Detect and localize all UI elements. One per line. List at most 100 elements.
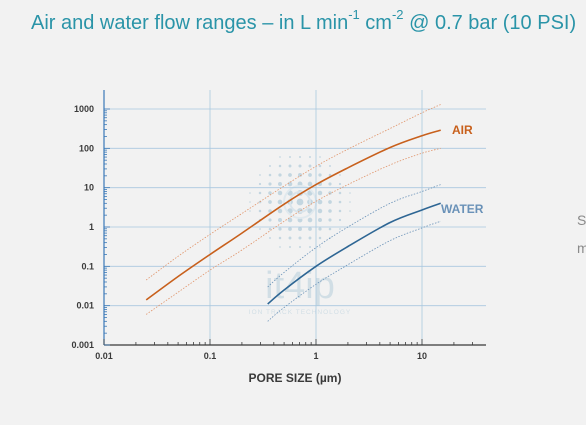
title-sup-1: -1	[348, 7, 360, 23]
y-tick-label: 1	[89, 222, 94, 232]
watermark-dot	[268, 182, 272, 186]
series-line-air-lower	[145, 147, 441, 315]
watermark-brand: it4ip	[265, 265, 335, 307]
watermark-dot	[269, 237, 271, 239]
y-tick-label: 100	[79, 143, 94, 153]
watermark-dot	[268, 200, 272, 204]
watermark-dot	[339, 174, 341, 176]
watermark-dot	[278, 173, 282, 177]
y-tick-label: 0.01	[76, 301, 94, 311]
watermark-dot	[249, 192, 251, 194]
watermark-dot	[309, 246, 311, 248]
chart-title: Air and water flow ranges – in L min-1 c…	[31, 8, 577, 35]
x-tick-label: 10	[417, 351, 427, 361]
watermark-dot	[308, 164, 312, 168]
y-tick-label: 1000	[74, 104, 94, 114]
watermark-dot	[349, 192, 351, 194]
watermark-dot	[268, 218, 272, 222]
watermark-dot	[298, 236, 302, 240]
watermark-dot	[289, 156, 291, 158]
watermark-dot	[287, 217, 293, 223]
watermark-dot	[258, 182, 262, 186]
watermark-dot	[288, 164, 292, 168]
watermark-dot	[268, 191, 272, 195]
watermark-dot	[259, 228, 261, 230]
watermark-dot	[268, 227, 272, 231]
watermark-dot	[278, 182, 282, 186]
series-label-air: AIR	[452, 123, 473, 137]
watermark-dot	[259, 174, 261, 176]
watermark-dot	[328, 173, 332, 177]
watermark-dot	[318, 164, 322, 168]
y-tick-label: 0.001	[71, 340, 94, 350]
series-line-air-upper	[145, 104, 441, 281]
watermark-dot	[288, 173, 292, 177]
watermark-dot	[317, 190, 323, 196]
watermark-dot	[288, 227, 292, 231]
watermark-dot	[308, 173, 312, 177]
watermark-dot	[318, 218, 322, 222]
watermark-dot	[308, 227, 312, 231]
watermark-dot	[349, 201, 351, 203]
watermark-dot	[278, 164, 282, 168]
watermark-dot	[258, 191, 262, 195]
watermark-dot	[329, 165, 331, 167]
watermark-dot	[328, 182, 332, 186]
watermark-dot	[318, 173, 322, 177]
watermark-dot	[298, 164, 302, 168]
watermark-dot	[317, 199, 323, 205]
cropped-text-fragment-1: S	[577, 212, 586, 228]
watermark-dot	[278, 236, 282, 240]
watermark-dot	[309, 156, 311, 158]
watermark-dot	[277, 190, 283, 196]
series-line-water-upper	[267, 184, 441, 288]
watermark-dot	[277, 199, 283, 205]
watermark-dot	[287, 181, 293, 187]
watermark-dot	[268, 209, 272, 213]
watermark-logo: it4ip ION TRACK TECHNOLOGY	[249, 155, 351, 316]
watermark-dot	[328, 218, 332, 222]
watermark-dot	[278, 218, 282, 222]
watermark-dot	[319, 156, 321, 158]
watermark-dot	[328, 227, 332, 231]
series-lines	[145, 104, 441, 322]
watermark-dot	[269, 165, 271, 167]
watermark-dot	[328, 209, 332, 213]
title-text-2: cm	[359, 12, 392, 34]
watermark-dot	[328, 200, 332, 204]
axes	[103, 90, 486, 346]
watermark-dot	[307, 217, 313, 223]
watermark-dot	[308, 236, 312, 240]
watermark-dot	[318, 227, 322, 231]
watermark-dot	[349, 210, 351, 212]
watermark-dot	[298, 227, 302, 231]
watermark-dot	[296, 198, 304, 206]
series-line-water-lower	[267, 220, 441, 322]
title-text-3: @ 0.7 bar (10 PSI)	[403, 12, 577, 34]
watermark-dot	[298, 173, 302, 177]
watermark-dot	[338, 218, 342, 222]
title-sup-2: -2	[391, 7, 404, 23]
series-line-water	[267, 202, 441, 305]
series-label-water: WATER	[441, 202, 484, 216]
watermark-dot	[279, 156, 281, 158]
y-tick-label: 10	[84, 183, 94, 193]
watermark-dot	[288, 236, 292, 240]
watermark-dot	[338, 182, 342, 186]
x-tick-label: 0.1	[204, 351, 217, 361]
watermark-dot	[268, 173, 272, 177]
watermark-dot	[279, 246, 281, 248]
watermark-dot	[298, 155, 302, 159]
watermark-dot	[338, 191, 342, 195]
watermark-dot	[249, 210, 251, 212]
watermark-dot	[319, 246, 321, 248]
watermark-dot	[307, 181, 313, 187]
watermark-dot	[318, 236, 322, 240]
title-text-1: Air and water flow ranges – in L min	[31, 12, 349, 34]
watermark-dot	[278, 227, 282, 231]
watermark-dot-globe	[249, 155, 351, 249]
watermark-dot	[298, 245, 302, 249]
watermark-dot	[338, 209, 342, 213]
